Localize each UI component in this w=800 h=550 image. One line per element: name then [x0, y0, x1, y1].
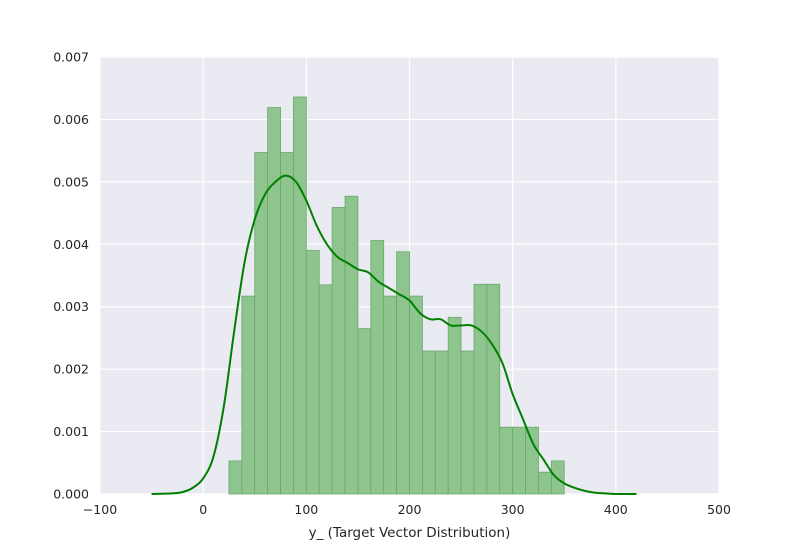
x-tick-label: 0 — [199, 502, 207, 517]
histogram-bar — [499, 426, 514, 495]
histogram-bar — [344, 195, 359, 495]
kde-line — [151, 174, 637, 496]
histogram-bar — [357, 328, 372, 495]
histogram-bar — [318, 284, 333, 495]
histogram-bar — [267, 107, 281, 495]
x-axis-label: y_ (Target Vector Distribution) — [309, 525, 511, 541]
histogram-bar — [305, 250, 320, 495]
y-tick-label: 0.005 — [53, 174, 89, 189]
histogram-bar — [434, 350, 449, 495]
histogram-bar — [512, 426, 526, 495]
x-tick-label: 200 — [398, 502, 422, 517]
histogram-bar — [241, 295, 256, 495]
histogram-bar — [228, 460, 243, 495]
x-tick-label: 400 — [604, 502, 628, 517]
histogram-bar — [421, 350, 436, 495]
histogram-bar — [486, 283, 501, 495]
histogram-bar — [473, 283, 488, 495]
x-tick-label: 100 — [294, 502, 318, 517]
x-tick-label: 500 — [707, 502, 731, 517]
histogram-bar — [293, 96, 307, 495]
histogram-bar — [525, 426, 539, 495]
histogram-bar — [409, 295, 423, 495]
histogram-bar — [538, 471, 552, 495]
histogram-bar — [550, 460, 565, 495]
histogram-bar — [370, 240, 385, 495]
y-tick-label: 0.004 — [53, 237, 89, 252]
x-tick-label: 300 — [501, 502, 525, 517]
histogram-bar — [331, 207, 346, 495]
y-tick-label: 0.000 — [53, 487, 89, 502]
x-tick-label: −100 — [83, 502, 117, 517]
y-tick-label: 0.007 — [53, 50, 89, 65]
histogram-bar — [383, 295, 398, 495]
y-tick-label: 0.002 — [53, 362, 89, 377]
histogram-bar — [447, 316, 462, 495]
y-axis-ticks: 0.000 0.001 0.002 0.003 0.004 0.005 0.006 0.007 — [53, 50, 89, 502]
histogram-bar — [460, 350, 475, 495]
y-tick-label: 0.006 — [53, 112, 89, 127]
x-axis-ticks: −100 0 100 200 300 400 500 — [83, 502, 731, 517]
histogram-bar — [396, 251, 410, 495]
y-tick-label: 0.003 — [53, 299, 89, 314]
histogram-bars — [228, 96, 565, 495]
y-tick-label: 0.001 — [53, 424, 89, 439]
histogram-bar — [280, 152, 294, 495]
